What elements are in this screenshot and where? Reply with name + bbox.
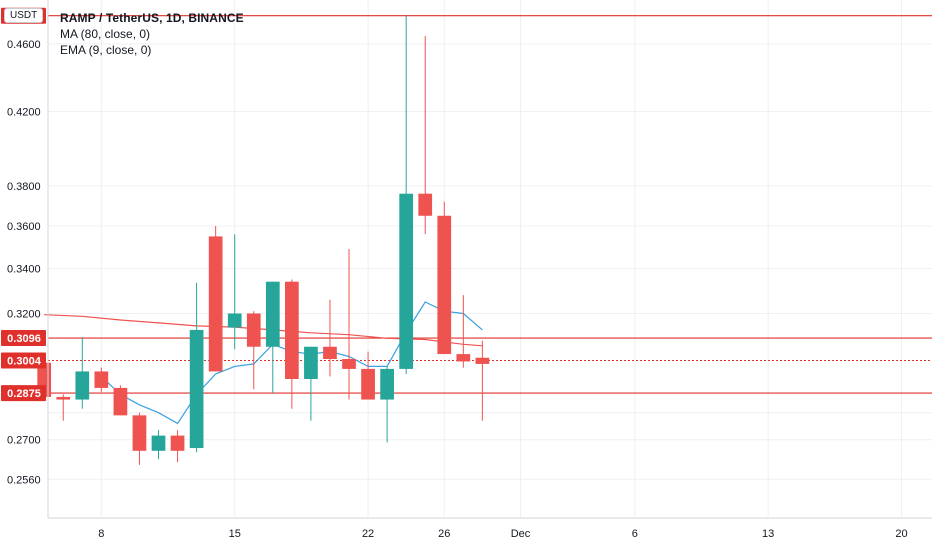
- x-tick-label: 6: [632, 528, 638, 540]
- ma-line: [44, 314, 483, 347]
- level-badge-label: 0.3096: [7, 333, 41, 345]
- candle-body: [265, 281, 280, 347]
- y-axis-labels: 0.2560 0.2700 0.3200 0.3400 0.3600 0.3800 0.42…: [7, 39, 41, 486]
- x-tick-label: 15: [229, 528, 241, 540]
- candle-body: [56, 396, 71, 400]
- candle-body: [208, 236, 223, 372]
- indicator-lines: [44, 301, 483, 425]
- x-tick-label: Dec: [511, 528, 531, 540]
- y-tick-label: 0.3400: [7, 263, 41, 275]
- x-tick-label: 20: [895, 528, 907, 540]
- candle-body: [113, 387, 128, 416]
- candle-body: [342, 358, 356, 369]
- candle-body: [323, 346, 337, 359]
- y-tick-label: 0.3600: [7, 221, 41, 233]
- axes: [47, 0, 932, 519]
- x-tick-label: 26: [438, 528, 450, 540]
- x-tick-label: 8: [98, 528, 104, 540]
- y-tick-label: 0.3800: [7, 181, 41, 193]
- candle-body: [151, 435, 166, 451]
- ma-indicator-label[interactable]: MA (80, close, 0): [60, 27, 151, 41]
- candle-body: [170, 435, 185, 451]
- candle-body: [418, 193, 433, 216]
- y-tick-label: 0.4200: [7, 106, 41, 118]
- candle-body: [361, 368, 375, 400]
- level-badge: [1, 352, 46, 369]
- level-badge-label: 0.3004: [7, 355, 42, 367]
- candle-body: [227, 313, 242, 328]
- level-badge: [1, 330, 46, 347]
- x-axis-labels: 8 15 22 26 Dec 6 13 20: [98, 528, 907, 540]
- candle-body: [399, 193, 414, 369]
- x-tick-label: 22: [362, 528, 374, 540]
- candle-body: [475, 357, 490, 364]
- level-badge: [1, 385, 46, 402]
- horizontal-levels[interactable]: [48, 15, 932, 394]
- level-badge-label: 0.2875: [7, 388, 41, 400]
- candlesticks: [37, 15, 490, 465]
- y-tick-label: 0.4600: [7, 39, 41, 51]
- candle-body: [75, 371, 90, 400]
- candle-body: [285, 281, 299, 379]
- candle-body: [132, 415, 147, 451]
- candle-body: [456, 354, 471, 362]
- candle-body: [437, 215, 452, 355]
- candle-body: [246, 313, 261, 347]
- ema-indicator-label[interactable]: EMA (9, close, 0): [60, 43, 152, 57]
- x-tick-label: 13: [762, 528, 774, 540]
- candle-body: [380, 368, 394, 400]
- symbol-title: RAMP / TetherUS, 1D, BINANCE: [60, 11, 244, 25]
- y-tick-label: 0.3200: [7, 309, 41, 321]
- chart-legend: RAMP / TetherUS, 1D, BINANCE MA (80, clo…: [60, 10, 244, 58]
- candle-body: [94, 371, 109, 388]
- y-tick-label: 0.2700: [7, 435, 41, 447]
- y-tick-label: 0.2560: [7, 474, 41, 486]
- candle-body: [189, 329, 204, 449]
- currency-badge[interactable]: USDT: [4, 8, 44, 23]
- candle-body: [304, 346, 318, 379]
